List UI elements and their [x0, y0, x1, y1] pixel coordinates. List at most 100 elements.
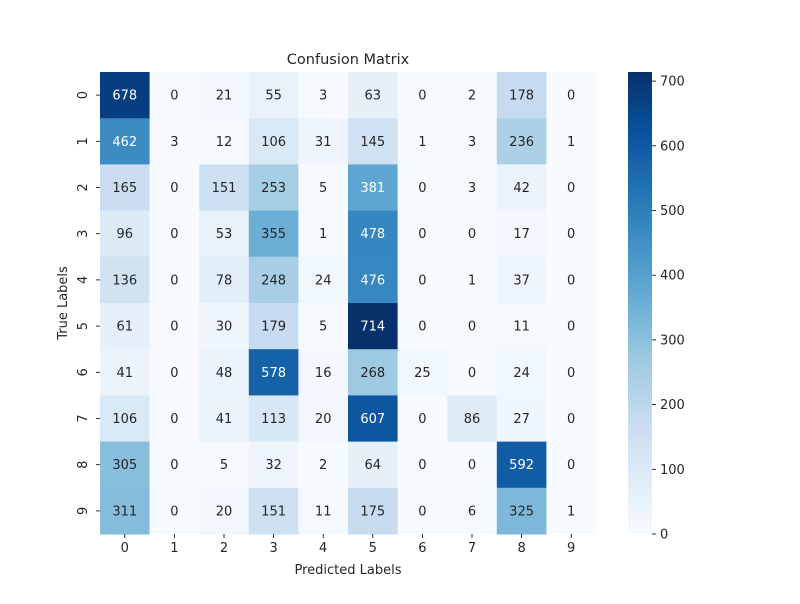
- cell-value-5-9: 0: [567, 320, 575, 335]
- cell-value-5-4: 5: [319, 320, 327, 335]
- heatmap-cell-9-2: [199, 487, 250, 535]
- cell-value-9-6: 0: [418, 504, 426, 519]
- heatmap-cell-3-5: [348, 210, 399, 258]
- heatmap-cell-0-1: [149, 72, 200, 119]
- heatmap-cell-0-6: [397, 72, 448, 119]
- heatmap-cell-1-2: [199, 118, 250, 165]
- x-axis: 0 1 2 3 4 5 6 7 8 9: [121, 534, 575, 556]
- heatmap-cell-6-8: [496, 349, 547, 396]
- cell-value-6-8: 24: [513, 366, 530, 381]
- cell-value-2-3: 253: [261, 181, 286, 196]
- cell-value-1-6: 1: [418, 135, 426, 150]
- heatmap-cells: [100, 72, 597, 535]
- cell-value-0-4: 3: [319, 89, 327, 104]
- y-tick-label-1: 1: [76, 137, 91, 145]
- heatmap-cell-8-7: [447, 441, 498, 489]
- cell-value-8-6: 0: [418, 458, 426, 473]
- cell-value-7-7: 86: [464, 412, 481, 427]
- heatmap-cell-4-3: [248, 256, 299, 304]
- y-tick-label-4: 4: [76, 276, 91, 284]
- heatmap-cell-1-3: [248, 118, 299, 165]
- heatmap-cell-5-3: [248, 303, 299, 350]
- cell-value-0-2: 21: [216, 89, 233, 104]
- cell-value-5-2: 30: [216, 320, 233, 335]
- heatmap-cell-2-9: [546, 164, 597, 212]
- heatmap-cell-0-9: [546, 72, 597, 119]
- cell-value-3-4: 1: [319, 227, 327, 242]
- cell-value-3-1: 0: [170, 227, 178, 242]
- cell-value-6-6: 25: [414, 366, 431, 381]
- cell-value-7-9: 0: [567, 412, 575, 427]
- cell-value-6-0: 41: [117, 366, 134, 381]
- heatmap-cell-6-6: [397, 349, 448, 396]
- heatmap-cell-3-3: [248, 210, 299, 258]
- heatmap-cell-5-1: [149, 303, 200, 350]
- heatmap-cell-3-0: [100, 210, 151, 258]
- cell-value-3-2: 53: [216, 227, 233, 242]
- heatmap-cell-4-7: [447, 256, 498, 304]
- heatmap-cell-7-9: [546, 395, 597, 443]
- cell-value-9-7: 6: [468, 504, 476, 519]
- heatmap-cell-0-0: [100, 72, 151, 119]
- x-tick-label-0: 0: [121, 541, 129, 556]
- cell-value-0-7: 2: [468, 89, 476, 104]
- heatmap-cell-1-4: [298, 118, 349, 165]
- y-tick-label-6: 6: [76, 368, 91, 376]
- cell-value-5-5: 714: [360, 320, 385, 335]
- cell-value-0-3: 55: [265, 89, 282, 104]
- cell-value-5-0: 61: [117, 320, 134, 335]
- cell-value-2-5: 381: [360, 181, 385, 196]
- cell-value-3-6: 0: [418, 227, 426, 242]
- y-tick-label-9: 9: [76, 507, 91, 515]
- x-tick-label-5: 5: [369, 541, 377, 556]
- cell-value-8-7: 0: [468, 458, 476, 473]
- cell-value-4-6: 0: [418, 273, 426, 288]
- cell-value-4-2: 78: [216, 273, 233, 288]
- cell-value-0-1: 0: [170, 89, 178, 104]
- heatmap-cell-9-3: [248, 487, 299, 535]
- heatmap-cell-2-4: [298, 164, 349, 212]
- heatmap-cell-9-6: [397, 487, 448, 535]
- x-axis-label: Predicted Labels: [294, 563, 401, 578]
- heatmap-cell-9-8: [496, 487, 547, 535]
- heatmap-cell-6-0: [100, 349, 151, 396]
- cell-value-9-4: 11: [315, 504, 332, 519]
- heatmap-cell-2-8: [496, 164, 547, 212]
- heatmap-cell-5-5: [348, 303, 399, 350]
- y-tick-label-2: 2: [76, 183, 91, 191]
- x-tick-label-8: 8: [517, 541, 525, 556]
- cell-value-9-8: 325: [509, 504, 534, 519]
- cell-value-1-2: 12: [216, 135, 233, 150]
- cell-value-6-9: 0: [567, 366, 575, 381]
- cell-value-3-7: 0: [468, 227, 476, 242]
- y-tick-label-8: 8: [76, 461, 91, 469]
- colorbar-tick-label-400: 400: [660, 269, 685, 284]
- heatmap-cell-9-1: [149, 487, 200, 535]
- heatmap-cell-3-2: [199, 210, 250, 258]
- heatmap-cell-3-9: [546, 210, 597, 258]
- heatmap-cell-7-7: [447, 395, 498, 443]
- heatmap-cell-4-0: [100, 256, 151, 304]
- cell-value-4-8: 37: [513, 273, 530, 288]
- heatmap-cell-7-5: [348, 395, 399, 443]
- cell-value-8-3: 32: [265, 458, 282, 473]
- heatmap-cell-6-5: [348, 349, 399, 396]
- colorbar-tick-label-600: 600: [660, 139, 685, 154]
- cell-value-3-3: 355: [261, 227, 286, 242]
- cell-value-4-5: 476: [360, 273, 385, 288]
- x-tick-label-6: 6: [418, 541, 426, 556]
- cell-value-3-9: 0: [567, 227, 575, 242]
- y-axis-label: True Labels: [56, 266, 71, 341]
- heatmap-cell-5-7: [447, 303, 498, 350]
- cell-value-7-0: 106: [112, 412, 137, 427]
- heatmap-cell-8-1: [149, 441, 200, 489]
- cell-value-4-4: 24: [315, 273, 332, 288]
- heatmap-cell-3-4: [298, 210, 349, 258]
- heatmap-cell-7-4: [298, 395, 349, 443]
- heatmap-cell-4-5: [348, 256, 399, 304]
- heatmap-cell-5-9: [546, 303, 597, 350]
- cell-value-8-9: 0: [567, 458, 575, 473]
- heatmap-cell-0-4: [298, 72, 349, 119]
- heatmap-cell-8-5: [348, 441, 399, 489]
